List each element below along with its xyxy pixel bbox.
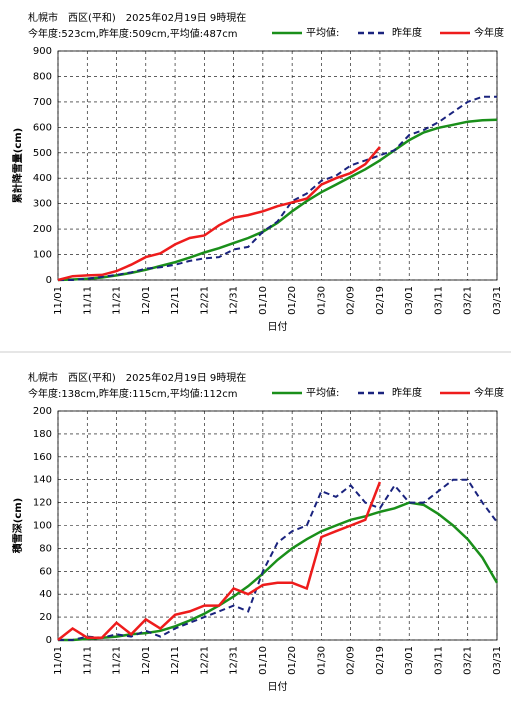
y-tick-label: 120: [33, 498, 52, 509]
y-tick-label: 200: [33, 224, 52, 235]
legend-label: 昨年度: [392, 386, 422, 399]
series-line: [58, 478, 498, 641]
x-tick-label: 01/20: [287, 286, 298, 315]
x-axis-label: 日付: [268, 680, 288, 693]
x-tick-label: 12/31: [229, 286, 240, 315]
x-tick-label: 12/21: [199, 646, 210, 675]
x-tick-label: 11/21: [112, 646, 123, 675]
y-tick-label: 60: [39, 566, 52, 577]
x-tick-label: 11/21: [112, 286, 123, 315]
x-tick-label: 03/21: [463, 646, 474, 675]
x-tick-label: 12/11: [170, 646, 181, 675]
y-tick-label: 160: [33, 452, 52, 463]
x-tick-label: 11/11: [82, 286, 93, 315]
y-tick-label: 20: [39, 612, 52, 623]
legend-label: 今年度: [474, 386, 504, 399]
x-tick-label: 01/20: [287, 646, 298, 675]
y-tick-label: 0: [46, 635, 52, 646]
series-line: [57, 146, 381, 282]
x-tick-label: 03/01: [404, 646, 415, 675]
x-tick-label: 03/11: [433, 646, 444, 675]
y-tick-label: 100: [33, 521, 52, 532]
x-axis-label: 日付: [268, 320, 288, 333]
x-tick-label: 03/31: [492, 646, 503, 675]
x-tick-label: 11/01: [53, 646, 64, 675]
y-tick-label: 200: [33, 406, 52, 417]
x-tick-label: 12/01: [141, 286, 152, 315]
x-tick-label: 02/09: [346, 286, 357, 315]
y-tick-label: 300: [33, 199, 52, 210]
series-line: [57, 118, 498, 282]
series-line: [57, 481, 382, 641]
y-tick-label: 800: [33, 71, 52, 82]
x-tick-label: 11/01: [53, 286, 64, 315]
x-tick-label: 12/21: [199, 286, 210, 315]
y-tick-label: 500: [33, 148, 52, 159]
y-tick-label: 100: [33, 250, 52, 261]
y-tick-label: 900: [33, 46, 52, 57]
legend-label: 昨年度: [392, 26, 422, 39]
y-tick-label: 600: [33, 122, 52, 133]
x-tick-label: 02/19: [375, 646, 386, 675]
y-tick-label: 400: [33, 173, 52, 184]
legend-label: 今年度: [474, 26, 504, 39]
x-tick-label: 02/09: [346, 646, 357, 675]
y-tick-label: 0: [46, 275, 52, 286]
series-line: [58, 95, 497, 281]
x-tick-label: 12/01: [141, 646, 152, 675]
y-tick-label: 40: [39, 589, 52, 600]
y-axis-label: 累計降雪量(cm): [11, 128, 24, 204]
legend-label: 平均値:: [306, 26, 339, 39]
legend-label: 平均値:: [306, 386, 339, 399]
chart-subtitle: 今年度:138cm,昨年度:115cm,平均値:112cm: [28, 387, 237, 400]
y-axis-label: 積雪深(cm): [11, 498, 24, 555]
chart-subtitle: 今年度:523cm,昨年度:509cm,平均値:487cm: [28, 27, 237, 40]
x-tick-label: 03/01: [404, 286, 415, 315]
x-tick-label: 02/19: [375, 286, 386, 315]
x-tick-label: 01/30: [316, 646, 327, 675]
x-tick-label: 01/10: [258, 646, 269, 675]
x-tick-label: 12/31: [229, 646, 240, 675]
x-tick-label: 11/11: [82, 646, 93, 675]
x-tick-label: 03/21: [463, 286, 474, 315]
y-tick-label: 80: [39, 543, 52, 554]
x-tick-label: 03/11: [433, 286, 444, 315]
chart-title: 札幌市 西区(平和) 2025年02月19日 9時現在: [28, 371, 246, 384]
chart-title: 札幌市 西区(平和) 2025年02月19日 9時現在: [28, 11, 246, 24]
x-tick-label: 12/11: [170, 286, 181, 315]
y-tick-label: 700: [33, 97, 52, 108]
y-tick-label: 140: [33, 475, 52, 486]
x-tick-label: 03/31: [492, 286, 503, 315]
x-tick-label: 01/30: [316, 286, 327, 315]
plot-area: [57, 50, 498, 281]
x-tick-label: 01/10: [258, 286, 269, 315]
y-tick-label: 180: [33, 429, 52, 440]
